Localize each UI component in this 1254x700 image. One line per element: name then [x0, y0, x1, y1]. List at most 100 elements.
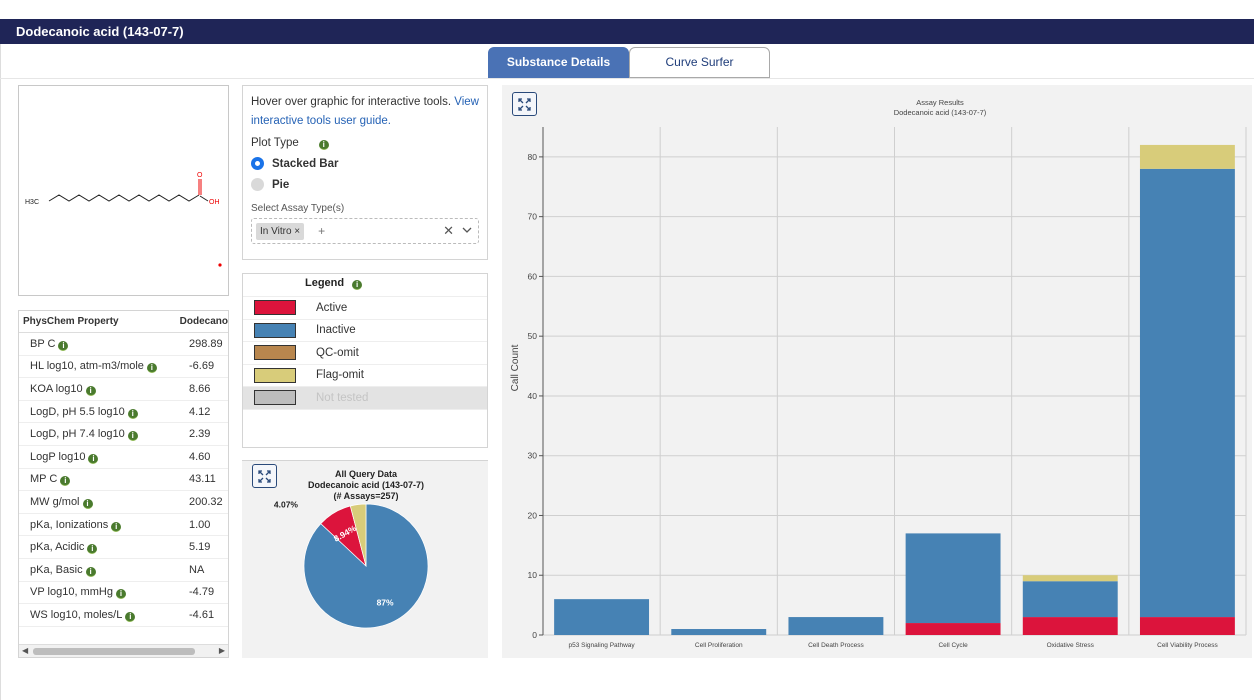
- info-icon[interactable]: i: [115, 589, 126, 600]
- property-label: LogD, pH 5.5 log10: [30, 405, 125, 418]
- bar-segment[interactable]: [1139, 617, 1235, 635]
- expand-icon: [518, 97, 531, 111]
- expand-chart-button[interactable]: [512, 92, 537, 116]
- info-icon[interactable]: i: [352, 280, 363, 291]
- info-icon[interactable]: i: [58, 340, 69, 351]
- radio-unselected-icon[interactable]: [251, 178, 264, 191]
- pie-title-3: (# Assays=257): [334, 491, 399, 501]
- legend-swatch: [254, 345, 296, 361]
- scroll-right-icon[interactable]: ▶: [218, 646, 225, 655]
- add-assay-input[interactable]: +: [318, 224, 326, 238]
- plot-controls-panel: Hover over graphic for interactive tools…: [242, 85, 488, 260]
- y-tick-label: 50: [528, 331, 538, 341]
- info-icon[interactable]: i: [125, 612, 136, 623]
- pie-slice[interactable]: [349, 503, 367, 567]
- info-icon[interactable]: i: [111, 521, 122, 532]
- horizontal-scrollbar[interactable]: ◀ ▶: [19, 644, 228, 657]
- scroll-left-icon[interactable]: ◀: [22, 646, 29, 655]
- tab-curve-surfer[interactable]: Curve Surfer: [629, 47, 770, 78]
- legend-label: QC-omit: [316, 346, 359, 359]
- physchem-property-name: WS log10, moles/L i: [19, 609, 189, 623]
- physchem-property-header: PhysChem Property: [23, 316, 119, 327]
- bar-segment[interactable]: [905, 533, 1001, 624]
- bar-segment[interactable]: [671, 629, 767, 635]
- y-tick-label: 0: [532, 630, 537, 640]
- physchem-value: 1.00: [189, 518, 211, 531]
- physchem-property-name: pKa, Basic i: [19, 564, 189, 577]
- bar-segment[interactable]: [554, 599, 650, 635]
- physchem-property-name: LogD, pH 5.5 log10 i: [19, 405, 189, 419]
- plot-type-text: Plot Type: [251, 137, 299, 149]
- bar-segment[interactable]: [788, 617, 884, 635]
- expand-pie-button[interactable]: [252, 464, 277, 488]
- physchem-property-name: LogP log10 i: [19, 450, 189, 464]
- pie-option[interactable]: Pie: [251, 178, 479, 191]
- legend-item[interactable]: QC-omit: [243, 342, 487, 365]
- legend-label: Inactive: [316, 324, 356, 337]
- in-vitro-chip[interactable]: In Vitro ×: [256, 222, 305, 240]
- chip-remove-icon[interactable]: ×: [294, 225, 301, 237]
- assay-type-select[interactable]: In Vitro × + ✕: [251, 218, 479, 244]
- x-tick-label: Cell Death Process: [808, 642, 864, 649]
- info-icon[interactable]: i: [60, 476, 71, 487]
- physchem-row: pKa, Ionizations i 1.00: [19, 514, 228, 537]
- pie-chart[interactable]: All Query Data Dodecanoic acid (143-07-7…: [242, 461, 488, 659]
- legend-item[interactable]: Not tested: [243, 387, 487, 410]
- info-icon[interactable]: i: [85, 386, 96, 397]
- y-tick-label: 70: [528, 212, 538, 222]
- bar-segment[interactable]: [1022, 617, 1118, 635]
- user-guide-link[interactable]: View interactive tools user guide.: [251, 96, 479, 127]
- legend-item[interactable]: Active: [243, 297, 487, 320]
- info-icon[interactable]: i: [127, 431, 138, 442]
- bar-segment[interactable]: [905, 623, 1001, 635]
- info-icon[interactable]: i: [127, 408, 138, 419]
- legend-swatch: [254, 367, 296, 383]
- legend-label: Flag-omit: [316, 369, 364, 382]
- x-tick-label: Oxidative Stress: [1047, 642, 1095, 649]
- info-icon[interactable]: i: [87, 544, 98, 555]
- physchem-value: 4.12: [189, 405, 211, 418]
- radio-selected-icon[interactable]: [251, 157, 264, 170]
- physchem-value: 298.89: [189, 337, 223, 350]
- bar-segment[interactable]: [1022, 575, 1118, 582]
- tab-substance-details[interactable]: Substance Details: [488, 47, 629, 78]
- info-icon[interactable]: i: [146, 363, 157, 374]
- info-icon[interactable]: i: [85, 566, 96, 577]
- x-tick-label: Cell Proliferation: [695, 642, 743, 649]
- plot-type-label: Plot Type i: [251, 137, 479, 150]
- bar-segment[interactable]: [1139, 144, 1235, 169]
- stacked-bar-option[interactable]: Stacked Bar: [251, 157, 479, 170]
- property-label: KOA log10: [30, 382, 83, 395]
- chemical-structure-panel[interactable]: H3C O OH: [18, 85, 229, 296]
- physchem-value: 4.60: [189, 450, 211, 463]
- bar-segment[interactable]: [1139, 168, 1235, 618]
- legend-item[interactable]: Flag-omit: [243, 365, 487, 387]
- physchem-row: LogD, pH 5.5 log10 i 4.12: [19, 401, 228, 424]
- physchem-value: 5.19: [189, 541, 211, 554]
- chevron-down-icon[interactable]: [462, 225, 472, 237]
- property-label: HL log10, atm-m3/mole: [30, 360, 144, 373]
- info-icon[interactable]: i: [318, 139, 329, 150]
- y-tick-label: 40: [528, 391, 538, 401]
- hover-text: Hover over graphic for interactive tools…: [251, 96, 452, 108]
- hydroxyl-label: OH: [209, 199, 220, 206]
- info-icon[interactable]: i: [88, 453, 99, 464]
- info-icon[interactable]: i: [82, 499, 93, 510]
- bar-segment[interactable]: [1022, 581, 1118, 618]
- y-tick-label: 30: [528, 451, 538, 461]
- hover-instructions: Hover over graphic for interactive tools…: [251, 93, 479, 131]
- chip-label: In Vitro: [260, 225, 292, 237]
- legend-item[interactable]: Inactive: [243, 320, 487, 342]
- physchem-value: -6.69: [189, 360, 215, 373]
- scrollbar-thumb[interactable]: [33, 648, 195, 655]
- property-label: LogP log10: [30, 450, 86, 463]
- property-label: pKa, Acidic: [30, 541, 85, 554]
- clear-icon[interactable]: ✕: [443, 223, 454, 238]
- legend-header: Legend i: [243, 274, 487, 297]
- physchem-header-row: PhysChem Property Dodecano: [19, 311, 228, 333]
- bar-chart[interactable]: Assay Results Dodecanoic acid (143-07-7)…: [502, 85, 1252, 658]
